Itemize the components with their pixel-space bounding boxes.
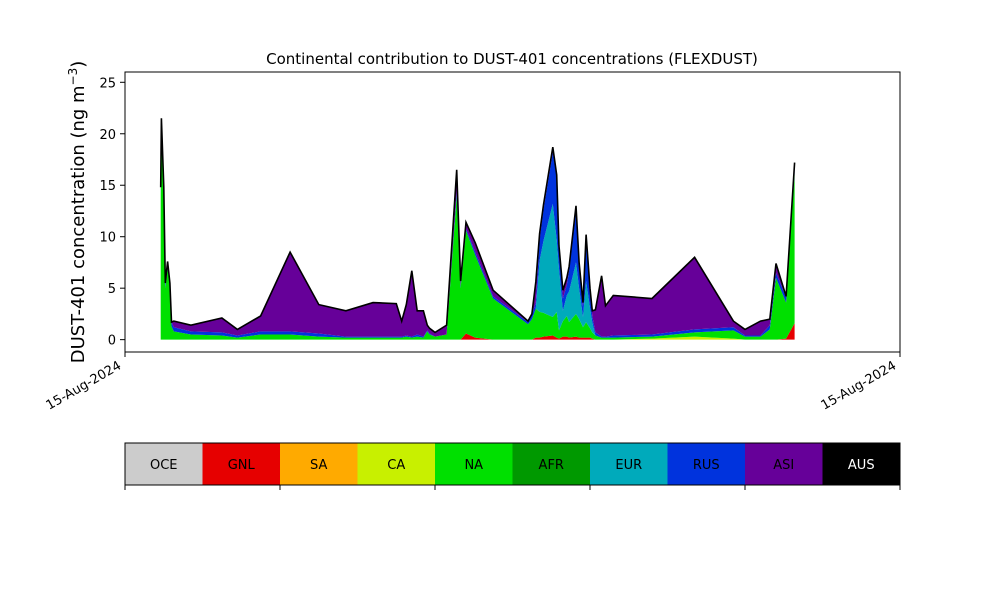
legend-label-aus: AUS — [848, 458, 875, 473]
legend-label-gnl: GNL — [228, 458, 256, 473]
y-axis: 0 5 10 15 20 25 — [99, 76, 125, 349]
legend-swatch-afr — [512, 443, 590, 485]
legend-label-na: NA — [464, 458, 483, 473]
y-axis-label-superscript: −3 — [66, 68, 80, 86]
legend-frame — [124, 442, 901, 486]
legend-label-sa: SA — [310, 458, 327, 473]
legend-label-afr: AFR — [539, 458, 564, 473]
legend-swatch-rus — [667, 443, 745, 485]
y-axis-label-main: DUST-401 concentration (ng m — [68, 85, 89, 363]
x-tick-label-start: 15-Aug-2024 — [44, 358, 124, 413]
y-axis-label-close: ) — [68, 61, 89, 68]
y-axis-label: DUST-401 concentration (ng m−3) — [66, 61, 89, 364]
region-colorbar-legend: OCE GNL SA CA NA AFR EUR RUS ASI AUS — [124, 442, 901, 490]
legend-swatch-oce — [125, 443, 203, 485]
total-concentration-line — [159, 118, 796, 334]
y-tick-label: 15 — [99, 179, 116, 194]
legend-swatch-aus — [822, 443, 900, 485]
y-tick-label: 10 — [99, 231, 116, 246]
legend-swatch-asi — [745, 443, 823, 485]
legend-label-eur: EUR — [615, 458, 642, 473]
legend-swatch-sa — [280, 443, 358, 485]
legend-swatch-gnl — [202, 443, 280, 485]
legend-label-asi: ASI — [773, 458, 794, 473]
y-tick-label: 5 — [108, 282, 116, 297]
y-tick-label: 0 — [108, 334, 116, 349]
y-tick-label: 20 — [99, 128, 116, 143]
area-layers — [160, 118, 795, 340]
plot-frame — [124, 71, 901, 353]
area-series-na — [160, 133, 795, 340]
legend-swatch-eur — [590, 443, 668, 485]
x-axis: 15-Aug-2024 15-Aug-2024 — [44, 352, 901, 414]
legend-label-oce: OCE — [150, 458, 178, 473]
legend-label-ca: CA — [387, 458, 405, 473]
chart-title: Continental contribution to DUST-401 con… — [266, 50, 758, 68]
legend-label-rus: RUS — [693, 458, 720, 473]
x-tick-label-end: 15-Aug-2024 — [819, 358, 899, 413]
y-tick-label: 25 — [99, 76, 116, 91]
legend-swatch-na — [435, 443, 513, 485]
legend-swatch-ca — [357, 443, 435, 485]
